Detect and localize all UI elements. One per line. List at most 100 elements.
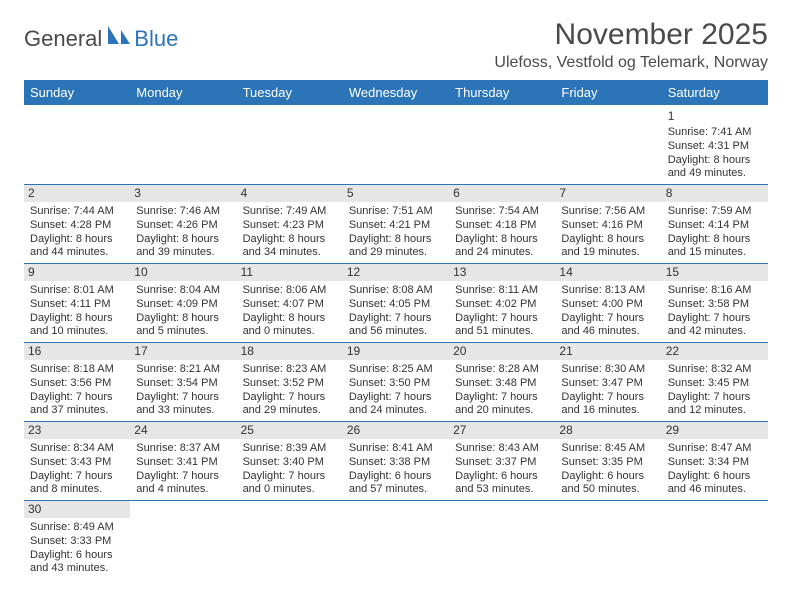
day-detail-line: and 5 minutes. — [136, 325, 230, 339]
day-detail-line: and 29 minutes. — [243, 404, 337, 418]
calendar-cell — [237, 105, 343, 185]
day-detail-line: Sunset: 4:07 PM — [243, 298, 337, 312]
day-detail-line: and 34 minutes. — [243, 246, 337, 260]
day-detail-line: Daylight: 7 hours — [455, 391, 549, 405]
day-detail-line: Daylight: 8 hours — [668, 233, 762, 247]
day-detail-line: Sunset: 3:40 PM — [243, 456, 337, 470]
day-detail-line: Sunrise: 7:46 AM — [136, 205, 230, 219]
day-detail-line: and 10 minutes. — [30, 325, 124, 339]
day-detail-line: Sunrise: 8:34 AM — [30, 442, 124, 456]
day-detail-line: Daylight: 6 hours — [561, 470, 655, 484]
day-detail-line: and 51 minutes. — [455, 325, 549, 339]
day-number: 26 — [343, 422, 449, 439]
day-detail-line: Sunrise: 8:47 AM — [668, 442, 762, 456]
day-detail-line: Sunrise: 7:54 AM — [455, 205, 549, 219]
day-detail-line: Sunset: 4:23 PM — [243, 219, 337, 233]
day-detail-line: and 53 minutes. — [455, 483, 549, 497]
day-detail-line: Sunrise: 8:43 AM — [455, 442, 549, 456]
calendar-cell — [555, 501, 661, 580]
calendar-body: 1Sunrise: 7:41 AMSunset: 4:31 PMDaylight… — [24, 105, 768, 579]
day-number: 13 — [449, 264, 555, 281]
calendar-cell: 2Sunrise: 7:44 AMSunset: 4:28 PMDaylight… — [24, 185, 130, 264]
day-detail-line: Sunset: 4:05 PM — [349, 298, 443, 312]
calendar-cell: 8Sunrise: 7:59 AMSunset: 4:14 PMDaylight… — [662, 185, 768, 264]
day-detail-line: Daylight: 8 hours — [243, 233, 337, 247]
day-detail-line: Daylight: 8 hours — [561, 233, 655, 247]
day-detail-line: Sunrise: 8:16 AM — [668, 284, 762, 298]
title-block: November 2025 Ulefoss, Vestfold og Telem… — [494, 18, 768, 72]
day-number: 7 — [555, 185, 661, 202]
day-number: 21 — [555, 343, 661, 360]
day-detail-line: and 29 minutes. — [349, 246, 443, 260]
calendar-cell: 15Sunrise: 8:16 AMSunset: 3:58 PMDayligh… — [662, 264, 768, 343]
day-detail-line: Sunrise: 7:44 AM — [30, 205, 124, 219]
day-number: 20 — [449, 343, 555, 360]
day-detail-line: and 50 minutes. — [561, 483, 655, 497]
day-number: 2 — [24, 185, 130, 202]
calendar-cell: 13Sunrise: 8:11 AMSunset: 4:02 PMDayligh… — [449, 264, 555, 343]
calendar-cell: 29Sunrise: 8:47 AMSunset: 3:34 PMDayligh… — [662, 422, 768, 501]
calendar-cell: 11Sunrise: 8:06 AMSunset: 4:07 PMDayligh… — [237, 264, 343, 343]
day-detail-line: and 33 minutes. — [136, 404, 230, 418]
calendar-cell: 9Sunrise: 8:01 AMSunset: 4:11 PMDaylight… — [24, 264, 130, 343]
day-number: 22 — [662, 343, 768, 360]
day-detail-line: and 46 minutes. — [561, 325, 655, 339]
day-detail-line: Daylight: 8 hours — [243, 312, 337, 326]
month-title: November 2025 — [494, 18, 768, 52]
day-number: 30 — [24, 501, 130, 518]
day-detail-line: Sunrise: 8:18 AM — [30, 363, 124, 377]
calendar-cell: 16Sunrise: 8:18 AMSunset: 3:56 PMDayligh… — [24, 343, 130, 422]
day-detail-line: and 43 minutes. — [30, 562, 124, 576]
calendar-cell: 27Sunrise: 8:43 AMSunset: 3:37 PMDayligh… — [449, 422, 555, 501]
calendar-cell: 22Sunrise: 8:32 AMSunset: 3:45 PMDayligh… — [662, 343, 768, 422]
day-detail-line: Sunset: 3:56 PM — [30, 377, 124, 391]
day-detail-line: Sunrise: 8:01 AM — [30, 284, 124, 298]
day-detail-line: Daylight: 7 hours — [668, 391, 762, 405]
calendar-cell: 12Sunrise: 8:08 AMSunset: 4:05 PMDayligh… — [343, 264, 449, 343]
calendar-cell: 3Sunrise: 7:46 AMSunset: 4:26 PMDaylight… — [130, 185, 236, 264]
day-detail-line: Sunset: 4:31 PM — [668, 140, 762, 154]
day-number: 24 — [130, 422, 236, 439]
day-detail-line: Daylight: 8 hours — [668, 154, 762, 168]
day-number: 3 — [130, 185, 236, 202]
day-detail-line: and 24 minutes. — [349, 404, 443, 418]
day-detail-line: Daylight: 7 hours — [136, 391, 230, 405]
calendar-cell — [343, 105, 449, 185]
day-detail-line: Daylight: 8 hours — [30, 312, 124, 326]
day-detail-line: Daylight: 7 hours — [561, 312, 655, 326]
calendar-cell — [130, 105, 236, 185]
calendar-cell — [24, 105, 130, 185]
day-detail-line: Sunrise: 8:32 AM — [668, 363, 762, 377]
day-detail-line: Sunset: 3:34 PM — [668, 456, 762, 470]
day-detail-line: Daylight: 6 hours — [668, 470, 762, 484]
calendar-cell — [130, 501, 236, 580]
day-detail-line: and 16 minutes. — [561, 404, 655, 418]
day-detail-line: and 39 minutes. — [136, 246, 230, 260]
day-detail-line: Sunset: 3:37 PM — [455, 456, 549, 470]
day-detail-line: Sunset: 4:26 PM — [136, 219, 230, 233]
day-detail-line: Daylight: 8 hours — [30, 233, 124, 247]
day-detail-line: Sunset: 3:33 PM — [30, 535, 124, 549]
day-number: 15 — [662, 264, 768, 281]
day-detail-line: and 8 minutes. — [30, 483, 124, 497]
calendar-cell — [662, 501, 768, 580]
day-detail-line: and 44 minutes. — [30, 246, 124, 260]
day-detail-line: and 19 minutes. — [561, 246, 655, 260]
day-detail-line: Sunrise: 8:30 AM — [561, 363, 655, 377]
day-detail-line: Sunrise: 7:49 AM — [243, 205, 337, 219]
day-number: 16 — [24, 343, 130, 360]
day-detail-line: Daylight: 8 hours — [349, 233, 443, 247]
day-detail-line: Daylight: 6 hours — [455, 470, 549, 484]
day-detail-line: Sunrise: 8:11 AM — [455, 284, 549, 298]
day-detail-line: Daylight: 7 hours — [136, 470, 230, 484]
day-detail-line: and 0 minutes. — [243, 483, 337, 497]
calendar-cell: 30Sunrise: 8:49 AMSunset: 3:33 PMDayligh… — [24, 501, 130, 580]
day-detail-line: and 12 minutes. — [668, 404, 762, 418]
day-number: 23 — [24, 422, 130, 439]
day-detail-line: Sunset: 3:47 PM — [561, 377, 655, 391]
calendar-cell: 24Sunrise: 8:37 AMSunset: 3:41 PMDayligh… — [130, 422, 236, 501]
day-detail-line: Sunrise: 8:49 AM — [30, 521, 124, 535]
calendar-cell: 19Sunrise: 8:25 AMSunset: 3:50 PMDayligh… — [343, 343, 449, 422]
day-detail-line: Sunset: 3:50 PM — [349, 377, 443, 391]
calendar-cell: 14Sunrise: 8:13 AMSunset: 4:00 PMDayligh… — [555, 264, 661, 343]
